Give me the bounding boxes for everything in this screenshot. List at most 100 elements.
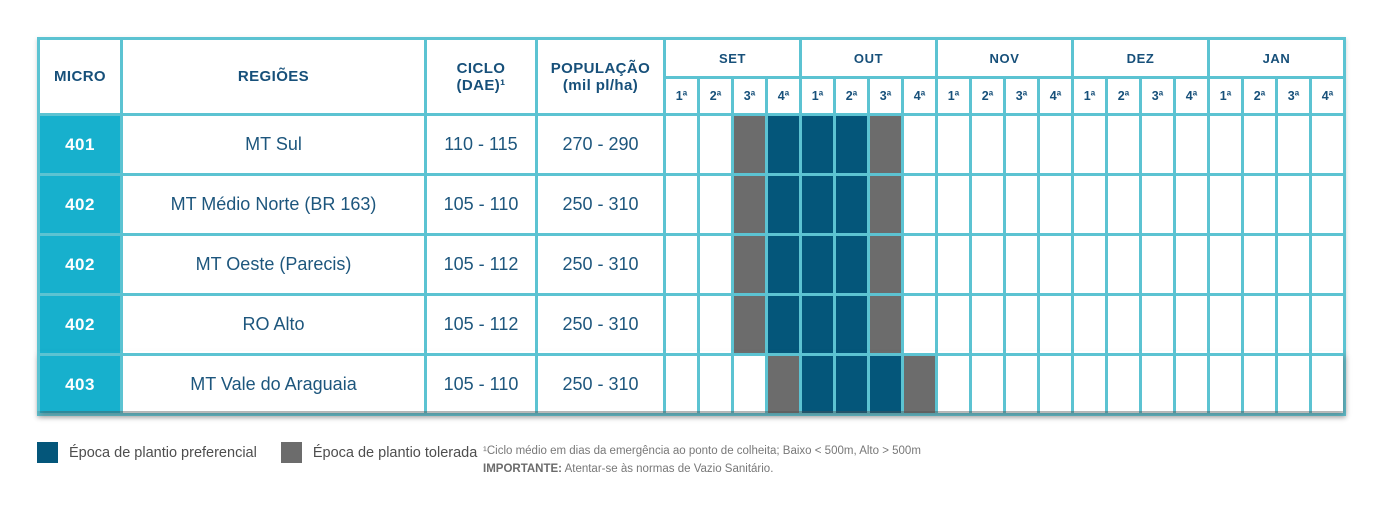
week-cell-empty — [697, 293, 734, 356]
month-header-jan: JAN — [1207, 37, 1346, 79]
week-cell-empty — [1275, 113, 1312, 176]
week-cell-empty — [1003, 113, 1040, 176]
week-cell-empty — [969, 113, 1006, 176]
week-cell-empty — [1139, 113, 1176, 176]
week-header-dez-4: 4ª — [1173, 76, 1210, 116]
week-cell-empty — [969, 233, 1006, 296]
week-cell-empty — [901, 173, 938, 236]
legend-item-tolerada: Época de plantio tolerada — [280, 442, 477, 463]
week-header-out-4: 4ª — [901, 76, 938, 116]
week-cell-empty — [1241, 173, 1278, 236]
week-cell-empty — [1173, 233, 1210, 296]
week-header-nov-3: 3ª — [1003, 76, 1040, 116]
week-cell-empty — [935, 293, 972, 356]
cycle-cell: 110 - 115 — [424, 113, 538, 176]
week-cell-preferencial — [833, 173, 870, 236]
week-cell-empty — [1105, 173, 1142, 236]
week-cell-empty — [901, 233, 938, 296]
week-cell-tolerada — [731, 173, 768, 236]
week-cell-preferencial — [867, 353, 904, 416]
week-header-nov-4: 4ª — [1037, 76, 1074, 116]
week-cell-empty — [663, 173, 700, 236]
cycle-cell: 105 - 112 — [424, 233, 538, 296]
week-cell-empty — [1037, 233, 1074, 296]
micro-cell: 402 — [37, 293, 123, 356]
week-cell-tolerada — [867, 293, 904, 356]
week-cell-empty — [935, 233, 972, 296]
week-header-out-3: 3ª — [867, 76, 904, 116]
week-cell-empty — [1105, 293, 1142, 356]
month-header-nov: NOV — [935, 37, 1074, 79]
week-cell-empty — [1173, 113, 1210, 176]
week-cell-empty — [901, 293, 938, 356]
week-cell-empty — [901, 113, 938, 176]
week-cell-empty — [663, 233, 700, 296]
legend: Época de plantio preferencial Época de p… — [37, 442, 501, 463]
week-cell-empty — [1173, 293, 1210, 356]
week-cell-empty — [1139, 173, 1176, 236]
population-label-line2: (mil pl/ha) — [562, 76, 639, 94]
population-cell: 270 - 290 — [535, 113, 666, 176]
week-cell-preferencial — [765, 113, 802, 176]
week-cell-empty — [1207, 113, 1244, 176]
month-header-out: OUT — [799, 37, 938, 79]
population-cell: 250 - 310 — [535, 173, 666, 236]
week-header-dez-1: 1ª — [1071, 76, 1108, 116]
week-header-jan-3: 3ª — [1275, 76, 1312, 116]
week-cell-preferencial — [833, 113, 870, 176]
week-cell-tolerada — [867, 233, 904, 296]
week-cell-tolerada — [731, 113, 768, 176]
table-row: 402 MT Oeste (Parecis) 105 - 112 250 - 310 — [37, 233, 1346, 296]
week-header-nov-1: 1ª — [935, 76, 972, 116]
legend-label-preferencial: Época de plantio preferencial — [69, 444, 257, 461]
column-header-micro: MICRO — [37, 37, 123, 116]
footnotes: ¹Ciclo médio em dias da emergência ao po… — [483, 443, 921, 478]
week-cell-empty — [1241, 293, 1278, 356]
week-cell-tolerada — [731, 293, 768, 356]
week-cell-empty — [1309, 293, 1346, 356]
week-cell-empty — [1071, 233, 1108, 296]
micro-cell: 402 — [37, 173, 123, 236]
week-row: 1ª 2ª 3ª 4ª 1ª 2ª 3ª 4ª 1ª 2ª 3ª 4ª 1ª 2ª 3ª 4ª 1ª 2ª 3ª 4ª — [39, 76, 1346, 116]
week-cell-empty — [1173, 173, 1210, 236]
week-cell-preferencial — [799, 353, 836, 416]
week-header-dez-2: 2ª — [1105, 76, 1142, 116]
week-cell-empty — [935, 173, 972, 236]
cycle-cell: 105 - 112 — [424, 293, 538, 356]
week-cell-empty — [1037, 293, 1074, 356]
week-cell-empty — [1275, 173, 1312, 236]
week-cell-empty — [1003, 293, 1040, 356]
week-cell-preferencial — [765, 233, 802, 296]
week-cell-tolerada — [867, 173, 904, 236]
footnote-important-label: IMPORTANTE: — [483, 462, 563, 475]
week-cell-empty — [1105, 113, 1142, 176]
table-row: 402 RO Alto 105 - 112 250 - 310 — [37, 293, 1346, 356]
planting-calendar-table: MICRO REGIÕES CICLO (DAE)¹ POPULAÇÃO (mi… — [37, 37, 1346, 416]
week-cell-empty — [697, 233, 734, 296]
population-cell: 250 - 310 — [535, 353, 666, 416]
cycle-label-line2: (DAE)¹ — [456, 76, 506, 94]
week-cell-preferencial — [765, 173, 802, 236]
column-header-cycle: CICLO (DAE)¹ — [424, 37, 538, 116]
week-cell-empty — [663, 353, 700, 416]
week-cell-empty — [1241, 113, 1278, 176]
preferencial-swatch-icon — [37, 442, 58, 463]
week-cell-empty — [1003, 233, 1040, 296]
column-header-population: POPULAÇÃO (mil pl/ha) — [535, 37, 666, 116]
region-cell: MT Oeste (Parecis) — [120, 233, 427, 296]
population-cell: 250 - 310 — [535, 293, 666, 356]
week-cell-empty — [1275, 353, 1312, 416]
week-header-out-2: 2ª — [833, 76, 870, 116]
week-cell-preferencial — [799, 113, 836, 176]
week-cell-preferencial — [799, 233, 836, 296]
table-row: 401 MT Sul 110 - 115 270 - 290 — [37, 113, 1346, 176]
week-cell-tolerada — [901, 353, 938, 416]
week-cell-empty — [1207, 353, 1244, 416]
week-cell-empty — [1071, 353, 1108, 416]
week-cell-empty — [731, 353, 768, 416]
week-cell-empty — [935, 353, 972, 416]
week-cell-empty — [1071, 113, 1108, 176]
week-cell-tolerada — [731, 233, 768, 296]
week-cell-empty — [969, 173, 1006, 236]
week-cell-empty — [1309, 113, 1346, 176]
